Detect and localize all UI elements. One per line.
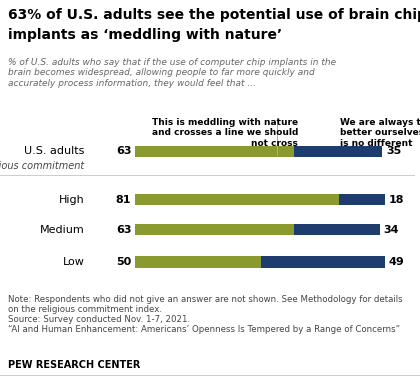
Text: High: High (59, 195, 84, 205)
Text: 63: 63 (116, 146, 131, 156)
Text: on the religious commitment index.: on the religious commitment index. (8, 305, 162, 314)
Text: 34: 34 (383, 225, 399, 235)
Text: 81: 81 (116, 195, 131, 205)
Bar (135, 146, 294, 157)
Text: 50: 50 (116, 257, 131, 267)
Text: 63% of U.S. adults see the potential use of brain chip: 63% of U.S. adults see the potential use… (8, 8, 420, 22)
Text: 63: 63 (116, 225, 131, 235)
Text: % of U.S. adults who say that if the use of computer chip implants in the
brain : % of U.S. adults who say that if the use… (8, 58, 336, 88)
Text: We are always trying to
better ourselves and this
is no different: We are always trying to better ourselves… (340, 118, 420, 148)
Bar (294, 224, 380, 235)
Text: PEW RESEARCH CENTER: PEW RESEARCH CENTER (8, 360, 140, 370)
Text: This is meddling with nature
and crosses a line we should
not cross: This is meddling with nature and crosses… (152, 118, 298, 148)
Text: Medium: Medium (40, 225, 84, 235)
Text: 35: 35 (386, 146, 402, 156)
Text: 18: 18 (388, 195, 404, 205)
Text: Source: Survey conducted Nov. 1-7, 2021.: Source: Survey conducted Nov. 1-7, 2021. (8, 315, 190, 324)
Text: “AI and Human Enhancement: Americans’ Openness Is Tempered by a Range of Concern: “AI and Human Enhancement: Americans’ Op… (8, 325, 400, 334)
Bar (135, 256, 261, 267)
Text: U.S. adults: U.S. adults (24, 146, 84, 156)
Text: Among those  ___  in religious commitment: Among those ___ in religious commitment (0, 160, 84, 171)
Text: 49: 49 (388, 257, 404, 267)
Bar (135, 194, 339, 205)
Bar (135, 224, 294, 235)
Bar (261, 256, 385, 267)
Text: Note: Respondents who did not give an answer are not shown. See Methodology for : Note: Respondents who did not give an an… (8, 295, 403, 304)
Bar (339, 194, 385, 205)
Bar (294, 146, 382, 157)
Text: Low: Low (63, 257, 84, 267)
Text: implants as ‘meddling with nature’: implants as ‘meddling with nature’ (8, 28, 282, 42)
